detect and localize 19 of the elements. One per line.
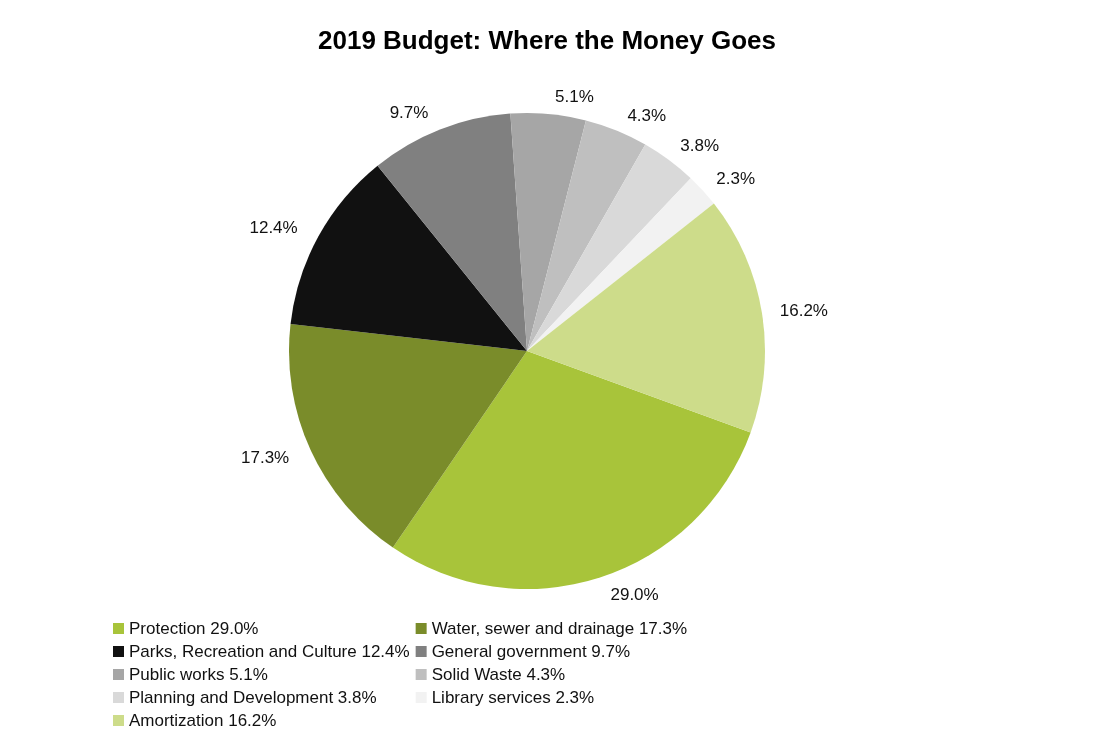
chart-title: 2019 Budget: Where the Money Goes	[318, 25, 776, 55]
data-label: 2.3%	[716, 168, 756, 188]
data-label: 29.0%	[610, 585, 659, 605]
data-label: 16.2%	[779, 300, 828, 320]
legend-label: Amortization 16.2%	[129, 711, 277, 730]
legend-label: Library services 2.3%	[431, 688, 595, 707]
legend-label: Public works 5.1%	[129, 665, 268, 684]
legend-label: Parks, Recreation and Culture 12.4%	[129, 642, 410, 661]
legend-label: Solid Waste 4.3%	[431, 665, 566, 684]
data-label: 9.7%	[389, 103, 429, 123]
data-label: 12.4%	[249, 218, 298, 238]
legend-label: Water, sewer and drainage 17.3%	[431, 619, 688, 638]
data-label: 3.8%	[680, 136, 720, 156]
legend-label: Planning and Development 3.8%	[129, 688, 377, 707]
data-label: 4.3%	[627, 105, 667, 125]
data-label: 17.3%	[241, 448, 290, 468]
legend-label: Protection 29.0%	[129, 619, 259, 638]
data-label: 5.1%	[555, 86, 594, 106]
legend-label: General government 9.7%	[431, 642, 631, 661]
